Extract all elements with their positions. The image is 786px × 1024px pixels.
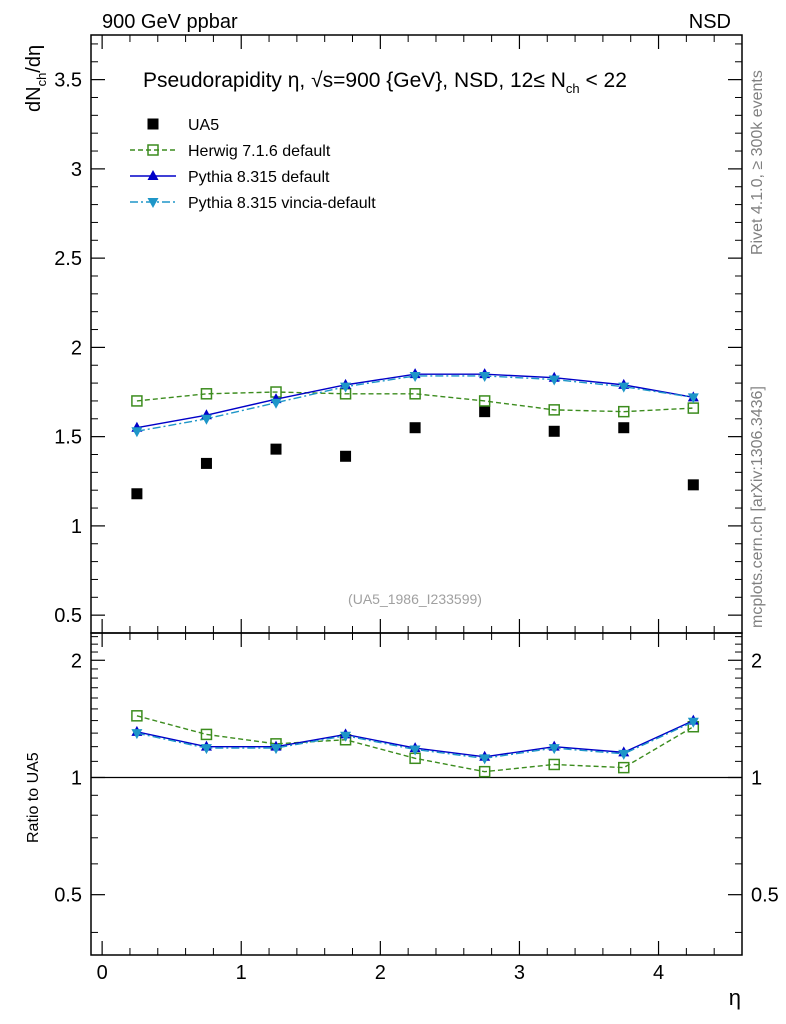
main-point-pythia-8-315-vincia-default	[479, 371, 491, 382]
main-point-herwig-7-1-6-default	[548, 404, 560, 416]
main-point-ua5	[618, 422, 630, 434]
x-axis-title: η	[729, 985, 741, 1010]
ratio-point-herwig-7-1-6-default	[200, 728, 213, 741]
main-line-pythia-8-315-default	[136, 373, 694, 429]
x-tick-label: 2	[375, 962, 386, 984]
main-point-pythia-8-315-vincia-default	[270, 398, 282, 409]
main-point-pythia-8-315-vincia-default	[340, 382, 352, 393]
main-y-axis-title: dNch/dη	[23, 45, 49, 112]
ratio-point-herwig-7-1-6-default	[618, 761, 630, 774]
analysis-tag: (UA5_1986_I233599)	[348, 591, 482, 607]
main-y-axis: 0.5 1 1.5 2 2.5 3 3.5	[54, 43, 742, 634]
header-left: 900 GeV ppbar	[102, 11, 238, 33]
ratio-point-pythia-8-315-vincia-default	[618, 749, 630, 760]
ratio-y-tick-label-right: 2	[751, 650, 762, 672]
main-point-ua5	[409, 422, 421, 434]
ratio-y-tick-label: 0.5	[54, 885, 82, 907]
ratio-y-tick-label: 2	[71, 650, 82, 672]
legend: UA5 Herwig 7.1.6 default Pythia 8.315 defa…	[130, 117, 376, 212]
x-tick-label: 0	[97, 962, 108, 984]
ratio-y-tick-label: 1	[71, 767, 82, 789]
x-tick-label: 3	[514, 962, 525, 984]
legend-label-pythia-8-315-default: Pythia 8.315 default	[188, 169, 330, 186]
header-right: NSD	[689, 11, 731, 33]
legend-marker-herwig-7-1-6-default	[147, 144, 159, 156]
legend-label-herwig-7-1-6-default: Herwig 7.1.6 default	[188, 143, 331, 160]
mcplots-label: mcplots.cern.ch [arXiv:1306.3436]	[749, 386, 766, 628]
ratio-point-herwig-7-1-6-default	[478, 765, 491, 778]
main-point-pythia-8-315-vincia-default	[131, 427, 143, 438]
ratio-series-layer	[131, 710, 700, 778]
main-point-herwig-7-1-6-default	[478, 395, 491, 407]
ratio-panel-frame	[90, 632, 743, 956]
main-series-layer	[131, 368, 700, 500]
main-point-ua5	[131, 488, 143, 500]
main-point-herwig-7-1-6-default	[409, 388, 421, 400]
ratio-y-axis: 0.5 0.5 1 1 2 2	[54, 636, 779, 933]
ratio-point-herwig-7-1-6-default	[548, 758, 560, 771]
main-point-pythia-8-315-vincia-default	[409, 371, 421, 382]
ratio-point-pythia-8-315-vincia-default	[409, 745, 421, 756]
main-point-herwig-7-1-6-default	[618, 405, 630, 418]
main-y-tick-label: 3	[71, 159, 82, 181]
main-y-tick-label: 2	[71, 337, 82, 359]
main-point-herwig-7-1-6-default	[131, 395, 143, 407]
ratio-point-pythia-8-315-vincia-default	[479, 754, 491, 765]
ratio-y-tick-label-right: 1	[751, 767, 762, 789]
ratio-point-pythia-8-315-vincia-default	[340, 731, 352, 742]
ratio-point-pythia-8-315-vincia-default	[548, 744, 560, 755]
ratio-y-axis-title: Ratio to UA5	[25, 752, 42, 843]
ratio-point-pythia-8-315-vincia-default	[687, 717, 699, 728]
main-point-ua5	[479, 406, 491, 418]
main-point-pythia-8-315-vincia-default	[548, 375, 560, 386]
ratio-y-tick-label-right: 0.5	[751, 885, 779, 907]
main-y-tick-label: 1	[71, 516, 82, 538]
main-point-pythia-8-315-vincia-default	[200, 414, 212, 425]
main-point-ua5	[340, 450, 352, 462]
ratio-point-pythia-8-315-vincia-default	[200, 744, 212, 755]
main-y-tick-label: 1.5	[54, 427, 82, 449]
main-y-tick-label: 2.5	[54, 248, 82, 270]
x-axis: 0 1 2 3 4	[97, 35, 743, 984]
main-point-ua5	[200, 457, 212, 469]
main-line-herwig-7-1-6-default	[136, 391, 694, 413]
main-point-pythia-8-315-vincia-default	[687, 393, 699, 404]
main-y-tick-label: 3.5	[54, 70, 82, 92]
ratio-point-herwig-7-1-6-default	[131, 710, 143, 722]
ratio-point-pythia-8-315-vincia-default	[270, 744, 282, 755]
main-point-pythia-8-315-vincia-default	[618, 382, 630, 393]
main-point-herwig-7-1-6-default	[200, 388, 213, 400]
legend-label-ua5: UA5	[188, 117, 219, 134]
main-y-tick-label: 0.5	[54, 605, 82, 627]
x-tick-label: 1	[236, 962, 247, 984]
rivet-label: Rivet 4.1.0, ≥ 300k events	[749, 70, 766, 255]
ratio-line-pythia-8-315-vincia-default	[136, 721, 694, 760]
ratio-point-pythia-8-315-vincia-default	[131, 729, 143, 740]
ratio-line-herwig-7-1-6-default	[136, 715, 694, 773]
legend-marker-pythia-8-315-vincia-default	[147, 198, 159, 208]
main-point-ua5	[270, 443, 282, 455]
plot-title: Pseudorapidity η, √s=900 {GeV}, NSD, 12≤…	[143, 69, 627, 96]
main-point-ua5	[687, 479, 699, 491]
x-tick-label: 4	[653, 962, 664, 984]
legend-label-pythia-8-315-vincia-default: Pythia 8.315 vincia-default	[188, 195, 376, 212]
main-point-ua5	[548, 425, 560, 437]
legend-marker-ua5	[147, 118, 159, 130]
legend-marker-pythia-8-315-default	[147, 170, 159, 180]
